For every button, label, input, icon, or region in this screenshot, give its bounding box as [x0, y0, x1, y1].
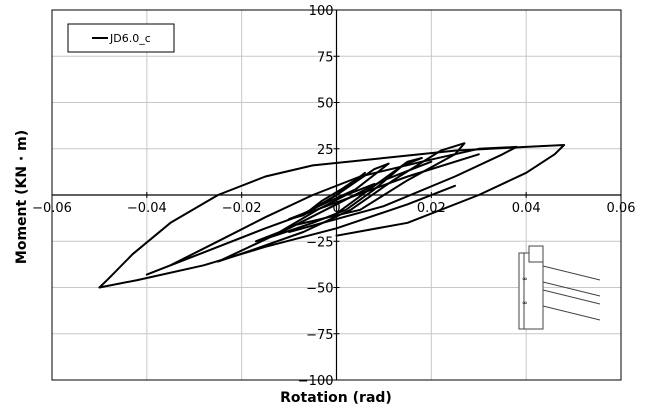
inset-column — [518, 252, 544, 330]
y-tick-label-1: −75 — [306, 328, 333, 343]
series-group — [98, 142, 566, 289]
y-axis-title: Moment (KN · m) — [14, 130, 30, 264]
x-tick-label-0: −0.06 — [32, 201, 72, 216]
x-tick-label-2: −0.02 — [222, 201, 262, 216]
column-beam-joint-icon: ∞ ∞ — [518, 245, 601, 330]
y-tick-label-8: 100 — [309, 4, 334, 19]
inset-bolt-bottom: ∞ — [522, 299, 528, 307]
legend-box — [67, 23, 175, 53]
legend: JD6.0_c — [67, 23, 175, 53]
inset-beam — [542, 265, 601, 321]
legend-label: JD6.0_c — [109, 32, 151, 45]
x-tick-labels: −0.06 −0.04 −0.02 0 0.02 0.04 0.06 — [32, 201, 635, 216]
y-tick-label-3: −25 — [306, 235, 333, 250]
y-tick-label-7: 75 — [317, 50, 334, 65]
x-tick-label-5: 0.04 — [512, 201, 541, 216]
x-tick-label-6: 0.06 — [607, 201, 636, 216]
x-axis-title: Rotation (rad) — [280, 390, 392, 406]
x-tick-label-3: 0 — [332, 201, 340, 216]
y-tick-label-6: 50 — [317, 97, 334, 112]
x-tick-label-1: −0.04 — [127, 201, 167, 216]
y-tick-labels: −100 −75 −50 −25 25 50 75 100 — [298, 4, 334, 389]
x-tick-label-4: 0.02 — [417, 201, 446, 216]
y-tick-label-5: 25 — [317, 143, 334, 158]
y-tick-label-2: −50 — [306, 282, 333, 297]
inset-cap — [528, 245, 544, 263]
inset-bolt-top: ∞ — [522, 275, 528, 283]
y-tick-label-0: −100 — [298, 374, 334, 389]
series-0-loop-4 — [145, 145, 518, 276]
series-0-loop-5 — [98, 144, 566, 289]
